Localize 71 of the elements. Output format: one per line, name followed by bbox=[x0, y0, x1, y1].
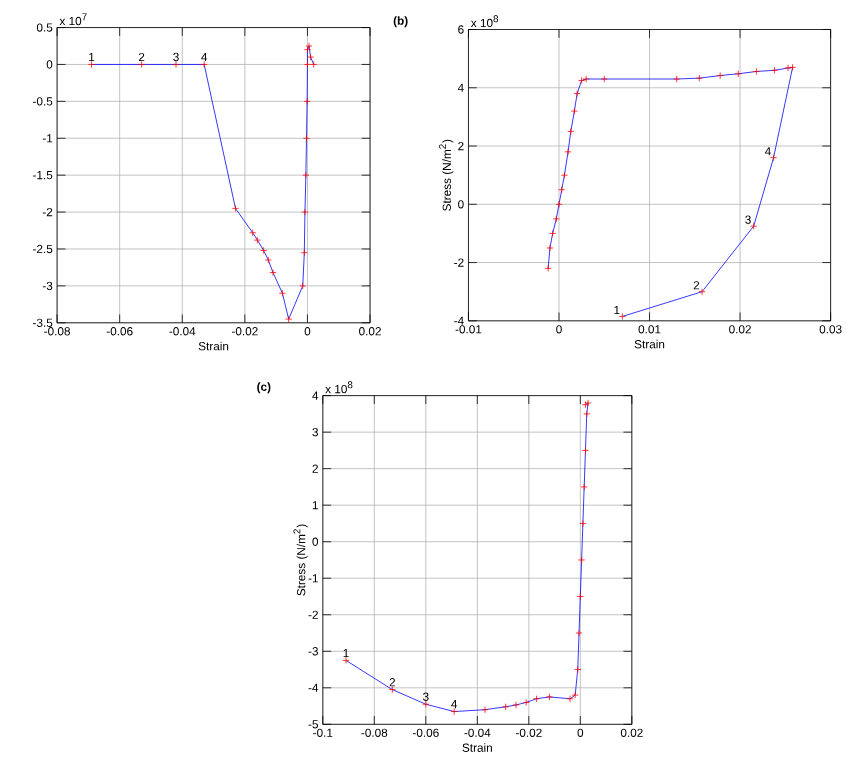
point bbox=[552, 215, 560, 223]
point bbox=[512, 701, 520, 709]
point bbox=[533, 695, 541, 703]
point bbox=[575, 629, 583, 637]
point bbox=[231, 204, 239, 213]
point bbox=[673, 75, 681, 83]
point bbox=[784, 64, 792, 72]
point bbox=[752, 68, 760, 76]
point bbox=[307, 53, 315, 61]
point bbox=[299, 282, 307, 290]
point bbox=[695, 74, 703, 82]
point bbox=[303, 46, 311, 54]
point bbox=[200, 61, 208, 69]
point bbox=[789, 63, 797, 72]
point bbox=[580, 483, 588, 491]
point bbox=[264, 256, 272, 264]
point bbox=[269, 269, 277, 277]
point bbox=[698, 288, 706, 296]
point bbox=[716, 72, 724, 80]
point bbox=[310, 61, 318, 69]
point bbox=[558, 186, 566, 194]
point bbox=[544, 264, 552, 273]
point bbox=[87, 61, 96, 69]
point bbox=[770, 154, 778, 162]
point bbox=[260, 247, 268, 255]
point bbox=[278, 289, 286, 297]
point bbox=[546, 244, 554, 252]
point bbox=[300, 249, 308, 257]
point bbox=[388, 686, 396, 694]
point bbox=[302, 171, 310, 179]
point bbox=[584, 399, 592, 407]
point bbox=[253, 236, 261, 244]
point bbox=[555, 200, 563, 208]
point bbox=[302, 134, 311, 142]
point bbox=[581, 447, 589, 455]
point bbox=[342, 657, 350, 665]
point bbox=[583, 410, 591, 418]
point bbox=[301, 208, 309, 216]
point bbox=[138, 61, 146, 69]
point bbox=[578, 556, 586, 564]
point bbox=[560, 171, 568, 179]
point bbox=[172, 61, 180, 69]
point bbox=[549, 230, 557, 238]
point bbox=[502, 703, 510, 711]
point bbox=[567, 128, 575, 136]
point bbox=[545, 693, 553, 701]
point bbox=[573, 90, 581, 98]
point bbox=[450, 708, 458, 716]
point bbox=[618, 313, 626, 321]
point bbox=[564, 148, 572, 156]
point bbox=[600, 75, 608, 83]
point bbox=[522, 699, 530, 707]
point bbox=[422, 700, 430, 708]
point bbox=[570, 107, 578, 115]
point bbox=[285, 315, 293, 323]
point bbox=[770, 66, 779, 74]
point bbox=[574, 666, 582, 674]
point bbox=[249, 229, 257, 237]
point bbox=[578, 77, 586, 85]
point bbox=[303, 61, 311, 69]
point bbox=[571, 691, 579, 699]
point bbox=[303, 97, 311, 106]
point bbox=[734, 70, 742, 78]
point bbox=[576, 593, 584, 601]
point bbox=[581, 401, 589, 409]
point bbox=[566, 695, 574, 703]
line-series bbox=[345, 402, 589, 713]
point bbox=[579, 520, 587, 528]
point bbox=[481, 706, 489, 714]
point bbox=[582, 75, 590, 83]
point bbox=[750, 222, 758, 230]
